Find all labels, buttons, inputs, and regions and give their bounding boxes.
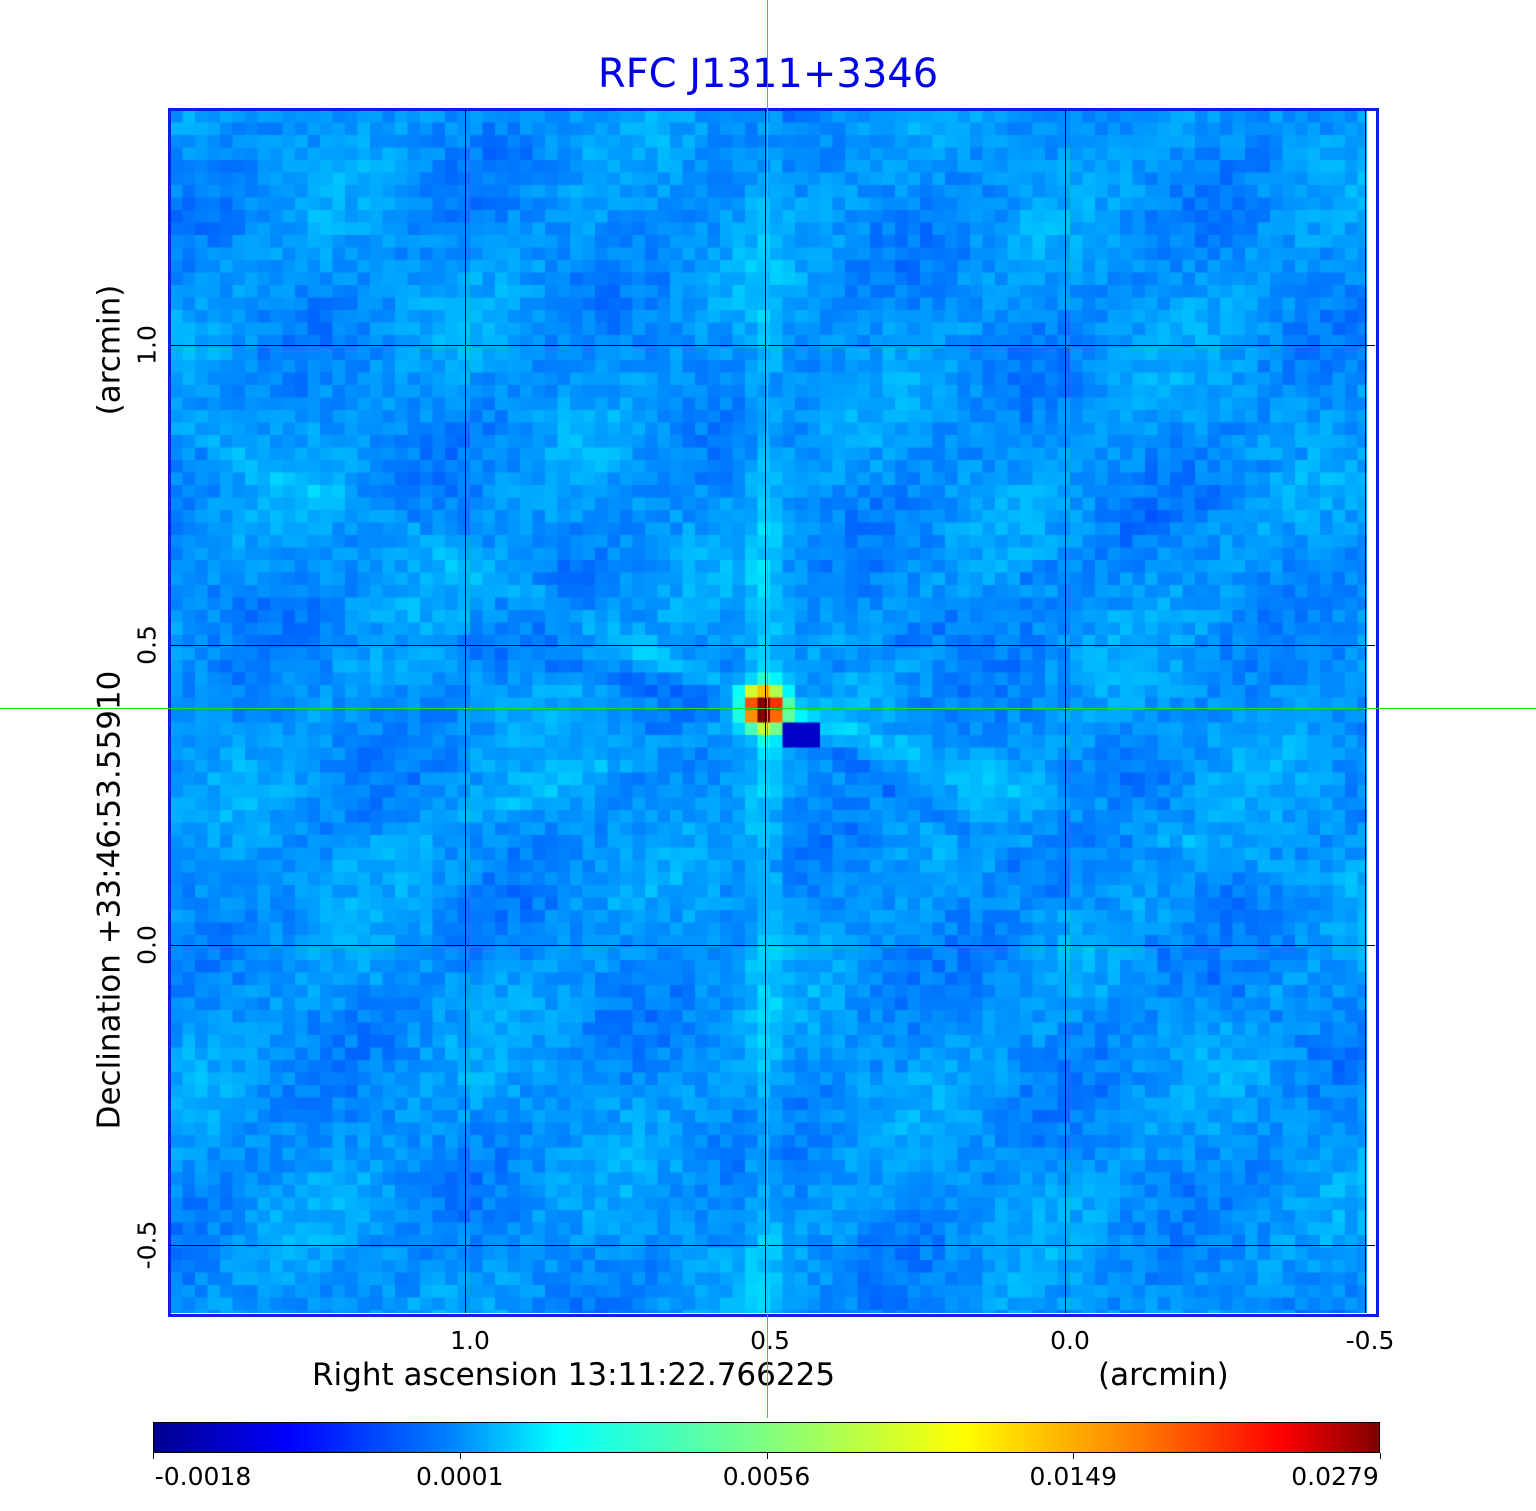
colorbar-tick-label: -0.0018 bbox=[154, 1462, 252, 1491]
grid-line-x bbox=[765, 110, 766, 1313]
x-tick-label: 1.0 bbox=[450, 1326, 490, 1355]
grid-line-y bbox=[170, 645, 1375, 646]
colorbar-tick bbox=[153, 1453, 154, 1459]
x-tick-label: 0.5 bbox=[750, 1326, 790, 1355]
chart-title: RFC J1311+3346 bbox=[597, 51, 939, 97]
y-tick-label: 1.0 bbox=[132, 325, 162, 365]
colorbar-tick-label: 0.0056 bbox=[722, 1462, 811, 1491]
grid-line-y bbox=[170, 1245, 1375, 1246]
colorbar-tick-label: 0.0279 bbox=[1291, 1462, 1379, 1491]
colorbar-tick bbox=[459, 1453, 461, 1459]
grid-line-y bbox=[170, 345, 1375, 346]
crosshair-vertical bbox=[767, 0, 768, 1418]
y-tick-label: 0.5 bbox=[132, 625, 162, 665]
colorbar-tick bbox=[766, 1453, 768, 1459]
x-tick-label: -0.5 bbox=[1345, 1326, 1395, 1355]
grid-line-x bbox=[1365, 110, 1366, 1313]
colorbar-tick bbox=[1380, 1453, 1381, 1459]
plot-frame bbox=[168, 108, 1379, 1317]
x-tick-label: 0.0 bbox=[1050, 1326, 1090, 1355]
grid-line-x bbox=[465, 110, 466, 1313]
colorbar-tick bbox=[1073, 1453, 1075, 1459]
x-axis-unit: (arcmin) bbox=[1098, 1357, 1229, 1393]
colorbar-tick-label: 0.0001 bbox=[416, 1462, 504, 1491]
colorbar bbox=[153, 1422, 1380, 1453]
colorbar-tick-label: 0.0149 bbox=[1029, 1462, 1117, 1491]
x-axis-label: Right ascension 13:11:22.766225 bbox=[312, 1357, 836, 1393]
y-tick-label: 0.0 bbox=[132, 925, 162, 965]
image-heatmap bbox=[170, 110, 1375, 1313]
crosshair-horizontal bbox=[0, 708, 1536, 709]
grid-line-x bbox=[1065, 110, 1066, 1313]
y-tick-label: -0.5 bbox=[132, 1220, 162, 1270]
grid-line-y bbox=[170, 945, 1375, 946]
y-axis-label: Declination +33:46:53.55910 bbox=[91, 670, 128, 1130]
y-axis-unit: (arcmin) bbox=[91, 284, 128, 416]
